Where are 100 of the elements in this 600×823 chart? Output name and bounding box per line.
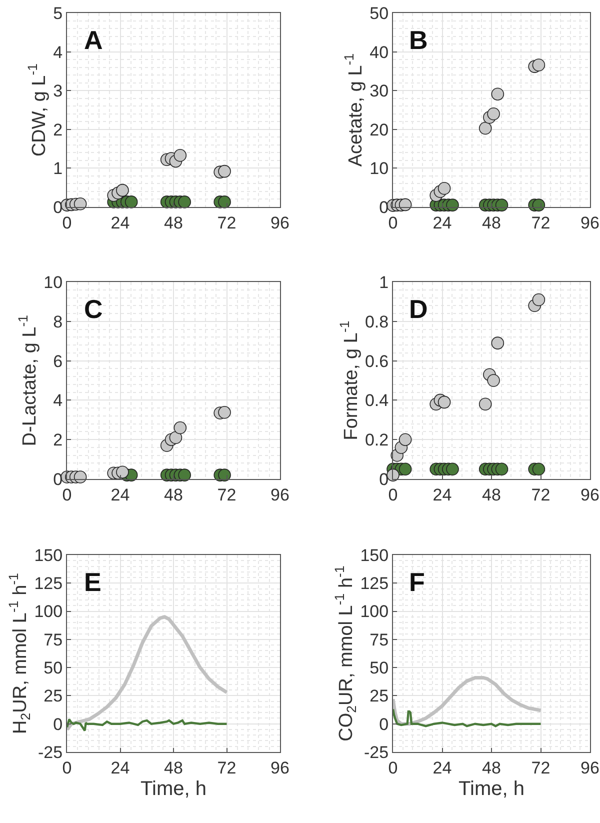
y-tick-label: 0 — [53, 470, 63, 489]
y-tick-label: 0 — [379, 470, 389, 489]
y-tick-label: 5 — [53, 4, 63, 23]
x-tick-label: 24 — [432, 758, 452, 778]
x-tick-label: 72 — [217, 758, 236, 778]
x-axis-title: Time, h — [458, 778, 524, 800]
x-tick-label: 96 — [270, 213, 290, 232]
point — [491, 88, 504, 100]
point — [478, 122, 492, 135]
point — [116, 184, 129, 197]
point — [178, 196, 191, 208]
line-series — [67, 718, 228, 732]
point — [446, 198, 459, 212]
y-tick-label: 150 — [360, 546, 389, 565]
y-tick-label: 100 — [360, 602, 389, 622]
point — [218, 164, 231, 178]
y-tick-label: 50 — [44, 658, 63, 678]
y-tick-label: 0.8 — [364, 312, 389, 332]
point — [532, 58, 546, 72]
y-tick-label: 50 — [370, 4, 389, 23]
y-tick-label: 0 — [379, 198, 389, 217]
y-tick-label: -25 — [364, 742, 389, 762]
point — [218, 406, 231, 419]
y-tick-label: 4 — [53, 42, 63, 62]
y-tick-label: 75 — [370, 630, 389, 650]
y-tick-label: -25 — [38, 742, 63, 762]
y-tick-label: 0.6 — [364, 352, 389, 371]
y-tick-label: 8 — [53, 312, 63, 332]
x-tick-label: 24 — [110, 213, 130, 232]
y-tick-label: 0 — [379, 714, 389, 734]
annotation: F — [409, 567, 425, 597]
x-tick-label: 72 — [531, 758, 550, 778]
line-series — [393, 708, 542, 728]
y-tick-label: 25 — [44, 686, 63, 706]
point — [124, 196, 138, 208]
x-tick-label: 72 — [531, 485, 550, 504]
y-tick-label: 1 — [379, 272, 389, 292]
point — [532, 198, 546, 212]
x-tick-label: 96 — [580, 213, 600, 232]
x-tick-label: 96 — [270, 485, 290, 504]
x-tick-label: 24 — [432, 213, 452, 232]
point — [487, 374, 500, 387]
point — [398, 462, 412, 476]
x-tick-label: 24 — [432, 485, 452, 504]
y-tick-label: 10 — [370, 159, 389, 178]
point — [532, 293, 546, 306]
point — [398, 433, 412, 446]
annotation: A — [84, 25, 103, 55]
x-tick-label: 72 — [531, 213, 550, 232]
annotation: C — [84, 294, 103, 324]
y-tick-label: 1 — [53, 159, 63, 178]
y-tick-label: 6 — [53, 352, 63, 371]
line-series — [393, 676, 542, 726]
y-tick-label: 0.2 — [364, 430, 389, 450]
point — [446, 462, 459, 476]
point — [532, 462, 546, 476]
point — [174, 149, 187, 162]
y-tick-label: 20 — [370, 120, 389, 140]
x-tick-label: 96 — [580, 758, 600, 778]
point — [487, 107, 500, 120]
point — [74, 198, 87, 210]
point — [438, 396, 451, 409]
point — [174, 421, 187, 434]
y-tick-label: 2 — [53, 120, 63, 140]
x-axis-title: Time, h — [140, 778, 206, 800]
x-tick-label: 48 — [482, 485, 501, 504]
point — [495, 462, 508, 476]
y-tick-label: 40 — [370, 42, 389, 62]
y-tick-label: 0.4 — [364, 391, 389, 410]
point — [438, 182, 451, 195]
x-tick-label: 48 — [482, 758, 501, 778]
y-tick-label: 125 — [34, 574, 63, 594]
y-tick-label: 0 — [53, 714, 63, 734]
point — [478, 398, 492, 411]
y-tick-label: 4 — [53, 391, 63, 410]
y-tick-label: 30 — [370, 82, 389, 101]
x-tick-label: 48 — [164, 485, 183, 504]
point — [398, 198, 412, 212]
x-tick-label: 48 — [164, 213, 183, 232]
y-tick-label: 3 — [53, 82, 63, 101]
x-tick-label: 48 — [482, 213, 501, 232]
x-tick-label: 48 — [164, 758, 183, 778]
point — [178, 468, 191, 482]
annotation: E — [84, 567, 102, 597]
point — [491, 336, 504, 350]
y-tick-label: 25 — [370, 686, 389, 706]
point — [218, 196, 231, 208]
y-tick-label: 75 — [44, 630, 63, 650]
x-tick-label: 24 — [110, 758, 130, 778]
point — [74, 470, 87, 484]
x-tick-label: 96 — [270, 758, 290, 778]
y-tick-label: 125 — [360, 574, 389, 594]
annotation: D — [409, 294, 428, 324]
x-tick-label: 72 — [217, 485, 236, 504]
y-tick-label: 50 — [370, 658, 389, 678]
y-tick-label: 10 — [44, 272, 63, 292]
x-tick-label: 24 — [110, 485, 130, 504]
line-series — [67, 615, 228, 732]
x-tick-label: 96 — [580, 485, 600, 504]
point — [495, 198, 508, 212]
